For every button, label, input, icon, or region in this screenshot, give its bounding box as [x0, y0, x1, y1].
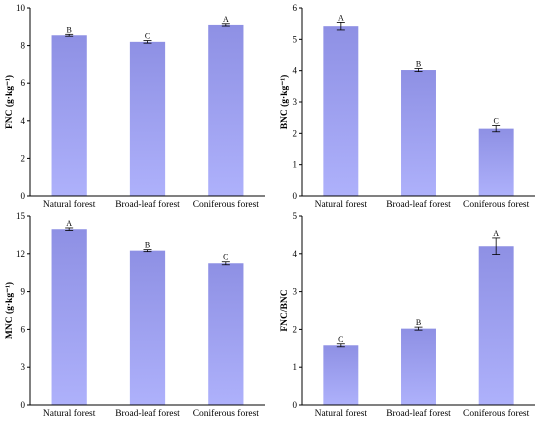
- panel-mnc: A Natural forest B Broad-leaf forest C Conife…: [4, 211, 265, 419]
- y-tick-label-fnc-3: 6: [21, 78, 26, 88]
- category-label-fnc-bnc-2: Coniferous forest: [463, 408, 530, 419]
- significance-label-mnc-0: A: [66, 219, 72, 228]
- y-tick-label-bnc-2: 2: [293, 128, 298, 138]
- bar-fnc-2: [208, 24, 244, 197]
- bar-mnc-2: [208, 263, 244, 405]
- y-tick-label-mnc-3: 9: [21, 287, 26, 297]
- significance-label-bnc-1: B: [416, 59, 421, 68]
- y-tick-label-fnc-4: 8: [21, 41, 26, 51]
- category-label-fnc-2: Coniferous forest: [193, 199, 260, 210]
- y-tick-label-mnc-2: 6: [21, 324, 26, 334]
- significance-label-fnc-bnc-0: C: [338, 335, 343, 344]
- y-tick-label-bnc-3: 3: [293, 97, 298, 107]
- y-tick-label-fnc-bnc-2: 2: [293, 324, 298, 334]
- y-tick-label-fnc-0: 0: [21, 191, 26, 201]
- y-tick-label-fnc-5: 10: [16, 3, 26, 13]
- y-tick-label-bnc-5: 5: [293, 34, 298, 44]
- category-label-fnc-0: Natural forest: [43, 199, 96, 210]
- y-tick-label-fnc-bnc-4: 4: [293, 249, 298, 259]
- y-tick-label-fnc-bnc-1: 1: [293, 362, 298, 372]
- significance-label-fnc-bnc-1: B: [416, 318, 421, 327]
- significance-label-mnc-1: B: [145, 241, 150, 250]
- significance-label-fnc-0: B: [66, 25, 71, 34]
- panel-fnc: B Natural forest C Broad-leaf forest A Conife…: [4, 3, 265, 210]
- y-tick-label-mnc-4: 12: [16, 249, 25, 259]
- y-tick-label-fnc-bnc-3: 3: [293, 287, 298, 297]
- bar-fnc-bnc-0: [323, 345, 359, 405]
- category-label-mnc-2: Coniferous forest: [193, 408, 260, 419]
- y-tick-label-bnc-0: 0: [293, 191, 298, 201]
- bar-fnc-1: [129, 41, 166, 197]
- y-tick-label-mnc-1: 3: [21, 362, 26, 372]
- bar-bnc-1: [401, 70, 436, 196]
- category-label-mnc-1: Broad-leaf forest: [115, 408, 180, 419]
- panel-bnc: A Natural forest B Broad-leaf forest C Conife…: [279, 3, 535, 210]
- y-axis-title-bnc: BNC (g·kg⁻¹): [279, 75, 290, 130]
- category-label-fnc-1: Broad-leaf forest: [115, 199, 180, 210]
- y-tick-label-mnc-5: 15: [16, 211, 26, 221]
- significance-label-fnc-1: C: [145, 32, 150, 41]
- bar-fnc-0: [51, 35, 87, 197]
- category-label-bnc-0: Natural forest: [315, 199, 368, 210]
- category-label-fnc-bnc-1: Broad-leaf forest: [386, 408, 451, 419]
- category-label-fnc-bnc-0: Natural forest: [315, 408, 368, 419]
- y-tick-label-fnc-bnc-0: 0: [293, 400, 298, 410]
- bar-fnc-bnc-2: [478, 246, 514, 405]
- y-tick-label-bnc-4: 4: [293, 66, 298, 76]
- significance-label-bnc-0: A: [338, 13, 344, 22]
- significance-label-fnc-bnc-2: A: [493, 229, 499, 238]
- panel-fnc-bnc-ratio: C Natural forest B Broad-leaf forest A Conife…: [280, 211, 535, 419]
- significance-label-fnc-2: A: [223, 15, 229, 24]
- y-tick-label-fnc-2: 4: [21, 116, 26, 126]
- y-axis-title-mnc: MNC (g·kg⁻¹): [4, 282, 15, 339]
- bar-fnc-bnc-1: [401, 328, 436, 405]
- y-tick-label-fnc-bnc-5: 5: [293, 211, 298, 221]
- y-tick-label-bnc-1: 1: [293, 160, 298, 170]
- significance-label-mnc-2: C: [223, 253, 228, 262]
- category-label-bnc-1: Broad-leaf forest: [386, 199, 451, 210]
- bar-bnc-0: [323, 26, 359, 196]
- significance-label-bnc-2: C: [493, 117, 498, 126]
- y-tick-label-mnc-0: 0: [21, 400, 26, 410]
- y-axis-title-fnc-bnc: FNC/BNC: [280, 289, 290, 331]
- category-label-bnc-2: Coniferous forest: [463, 199, 530, 210]
- y-tick-label-fnc-1: 2: [21, 153, 26, 163]
- bar-mnc-1: [129, 250, 166, 405]
- y-tick-label-bnc-6: 6: [293, 3, 298, 13]
- bar-mnc-0: [51, 229, 87, 405]
- bar-bnc-2: [478, 128, 514, 196]
- category-label-mnc-0: Natural forest: [43, 408, 96, 419]
- y-axis-title-fnc: FNC (g·kg⁻¹): [4, 75, 15, 129]
